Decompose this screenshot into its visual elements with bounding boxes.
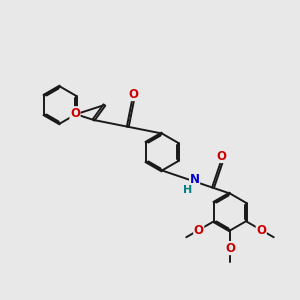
Text: O: O — [194, 224, 204, 236]
Text: O: O — [217, 149, 227, 163]
Text: H: H — [183, 185, 192, 195]
Text: N: N — [190, 173, 200, 186]
Text: O: O — [128, 88, 138, 100]
Text: O: O — [70, 107, 80, 120]
Text: O: O — [225, 242, 235, 255]
Text: O: O — [256, 224, 266, 236]
